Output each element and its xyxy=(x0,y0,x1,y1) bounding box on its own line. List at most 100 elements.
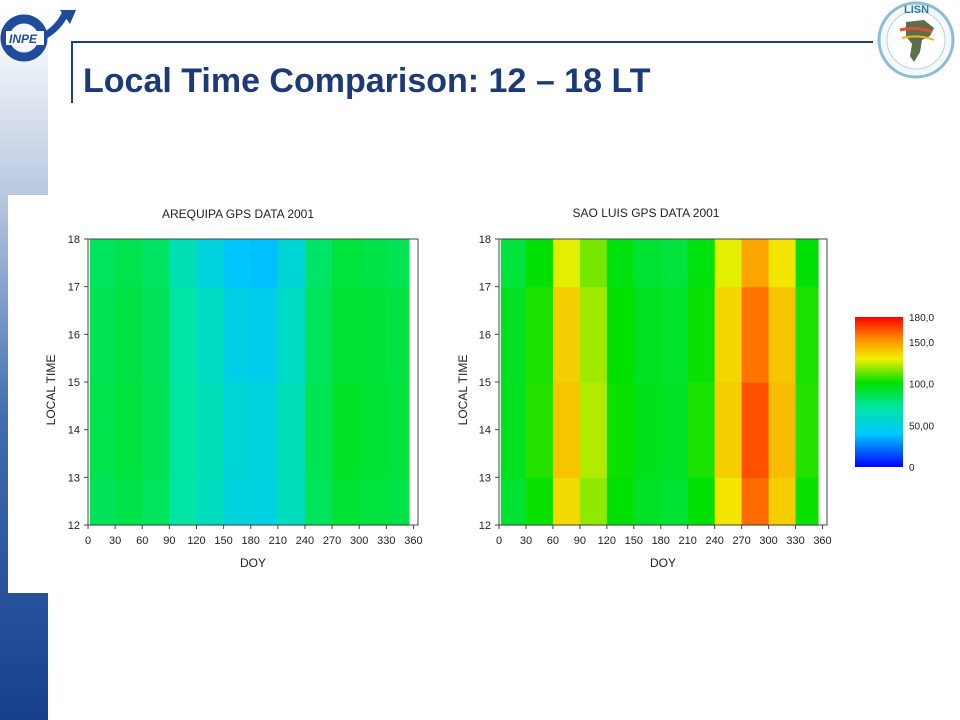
colorbar-tick-label: 180,0 xyxy=(909,313,934,324)
colorbar-tick-label: 150,0 xyxy=(909,338,934,349)
heatmap-cell xyxy=(277,286,306,383)
heatmap-cell xyxy=(115,477,143,526)
heatmap-cell xyxy=(142,382,170,478)
y-tick-label: 17 xyxy=(479,282,491,294)
heatmap-cell xyxy=(304,239,333,288)
colorbar-ticks: 180,0 150,0 100,0 50,00 0 xyxy=(909,313,934,474)
heatmap-cell xyxy=(359,239,387,288)
heatmap-cell xyxy=(633,382,662,478)
heatmap-cell xyxy=(169,382,198,478)
x-axis-label-arequipa: DOY xyxy=(240,556,266,570)
colorbar-tick-label: 100,0 xyxy=(909,380,934,391)
heatmap-cell xyxy=(741,382,770,478)
heatmap-cell xyxy=(169,239,198,288)
heatmap-cell xyxy=(386,477,410,526)
heatmap-cell xyxy=(223,477,252,526)
heatmap-cell xyxy=(552,382,581,478)
y-axis-ticks-arequipa: 12 13 14 15 16 17 18 xyxy=(68,234,88,532)
y-tick-label: 16 xyxy=(68,329,80,341)
y-axis-ticks-saoluis: 12 13 14 15 16 17 18 xyxy=(479,234,499,532)
heatmap-cell xyxy=(687,239,716,288)
x-tick-label: 120 xyxy=(187,535,205,547)
heatmap-cell xyxy=(359,382,387,478)
x-tick-label: 180 xyxy=(652,535,670,547)
heatmap-cells-saoluis xyxy=(500,239,819,526)
x-tick-label: 360 xyxy=(813,535,831,547)
x-tick-label: 150 xyxy=(625,535,643,547)
inpe-logo-icon: INPE xyxy=(0,10,76,62)
heatmap-cell xyxy=(525,477,554,526)
lisn-logo-icon: LISN xyxy=(877,1,955,79)
heatmap-cell xyxy=(359,477,387,526)
lisn-logo-text: LISN xyxy=(904,4,929,16)
heatmap-cell xyxy=(606,286,635,383)
heatmap-cell xyxy=(223,239,252,288)
heatmap-cell xyxy=(304,477,333,526)
heatmap-cell xyxy=(500,477,527,526)
y-tick-label: 18 xyxy=(68,234,80,246)
heatmap-cell xyxy=(606,239,635,288)
heatmap-cell xyxy=(552,239,581,288)
chart-title-arequipa: AREQUIPA GPS DATA 2001 xyxy=(162,207,314,221)
heatmap-cell xyxy=(741,477,770,526)
heatmap-cell xyxy=(579,477,608,526)
x-tick-label: 0 xyxy=(496,535,502,547)
colorbar xyxy=(855,317,903,467)
heatmap-cell xyxy=(579,286,608,383)
heatmap-cell xyxy=(768,286,797,383)
sidebar-white-panel xyxy=(8,195,48,593)
heatmap-cell xyxy=(606,477,635,526)
x-tick-label: 120 xyxy=(598,535,616,547)
y-tick-label: 14 xyxy=(479,425,491,437)
y-axis-label-arequipa: LOCAL TIME xyxy=(44,355,58,426)
heatmap-cell xyxy=(332,239,360,288)
colorbar-tick-label: 50,00 xyxy=(909,421,934,432)
heatmap-cell xyxy=(687,382,716,478)
heatmap-cell xyxy=(795,286,819,383)
heatmap-cell xyxy=(115,382,143,478)
x-tick-label: 90 xyxy=(163,535,175,547)
heatmap-cell xyxy=(304,286,333,383)
heatmap-cell xyxy=(332,477,360,526)
heatmap-cell xyxy=(142,477,170,526)
y-tick-label: 17 xyxy=(68,282,80,294)
heatmap-cell xyxy=(304,382,333,478)
x-axis-ticks-arequipa: 0 30 60 90 120 150 180 210 240 270 300 330 360 xyxy=(85,525,423,547)
heatmap-cell xyxy=(169,286,198,383)
heatmap-cell xyxy=(714,477,743,526)
heatmap-cell xyxy=(250,239,279,288)
heatmap-cell xyxy=(89,382,116,478)
heatmap-cell xyxy=(332,382,360,478)
heatmap-cell xyxy=(277,239,306,288)
heatmap-cell xyxy=(500,286,527,383)
x-tick-label: 210 xyxy=(679,535,697,547)
heatmap-cell xyxy=(660,286,689,383)
heatmap-cell xyxy=(115,239,143,288)
y-tick-label: 15 xyxy=(68,377,80,389)
chart-title-saoluis: SAO LUIS GPS DATA 2001 xyxy=(573,206,720,220)
y-tick-label: 14 xyxy=(68,425,80,437)
heatmap-cell xyxy=(169,477,198,526)
y-tick-label: 12 xyxy=(479,520,491,532)
heatmap-cell xyxy=(768,239,797,288)
heatmap-cell xyxy=(795,239,819,288)
x-tick-label: 330 xyxy=(377,535,395,547)
heatmap-cell xyxy=(741,286,770,383)
heatmap-cell xyxy=(196,239,225,288)
x-tick-label: 90 xyxy=(574,535,586,547)
x-tick-label: 240 xyxy=(705,535,723,547)
heatmap-cell xyxy=(768,477,797,526)
heatmap-cell xyxy=(579,239,608,288)
heatmap-cell xyxy=(500,382,527,478)
heatmap-cell xyxy=(633,477,662,526)
heatmap-cell xyxy=(277,382,306,478)
heatmap-cell xyxy=(277,477,306,526)
heatmap-cell xyxy=(250,382,279,478)
heatmap-cell xyxy=(359,286,387,383)
heatmap-cell xyxy=(89,239,116,288)
heatmap-cell xyxy=(633,286,662,383)
heatmap-cell xyxy=(196,477,225,526)
heatmap-cell xyxy=(89,286,116,383)
x-tick-label: 0 xyxy=(85,535,91,547)
